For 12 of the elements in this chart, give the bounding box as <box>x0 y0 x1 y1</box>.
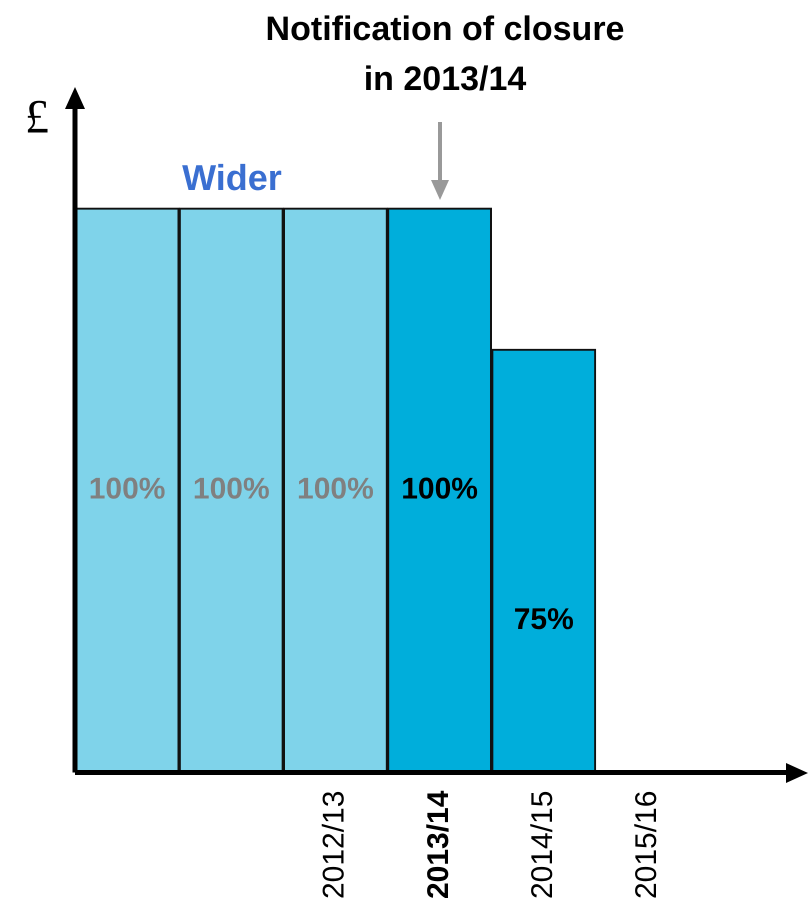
x-tick-label: 2013/14 <box>422 790 455 900</box>
text: Notification of closure in 2013/14 <box>266 10 624 98</box>
data-label: 100% <box>88 472 166 506</box>
data-label: 100% <box>401 472 478 506</box>
data-label: 75% <box>514 603 574 636</box>
data-label: 100% <box>297 472 374 506</box>
x-tick-label: 2015/16 <box>630 790 664 900</box>
x-tick-label: 2014/15 <box>526 790 560 900</box>
x-tick-label: 2012/13 <box>318 790 351 900</box>
y-axis-title: £ <box>25 90 49 144</box>
data-label: 100% <box>192 472 270 506</box>
text: Wider <box>182 156 282 198</box>
